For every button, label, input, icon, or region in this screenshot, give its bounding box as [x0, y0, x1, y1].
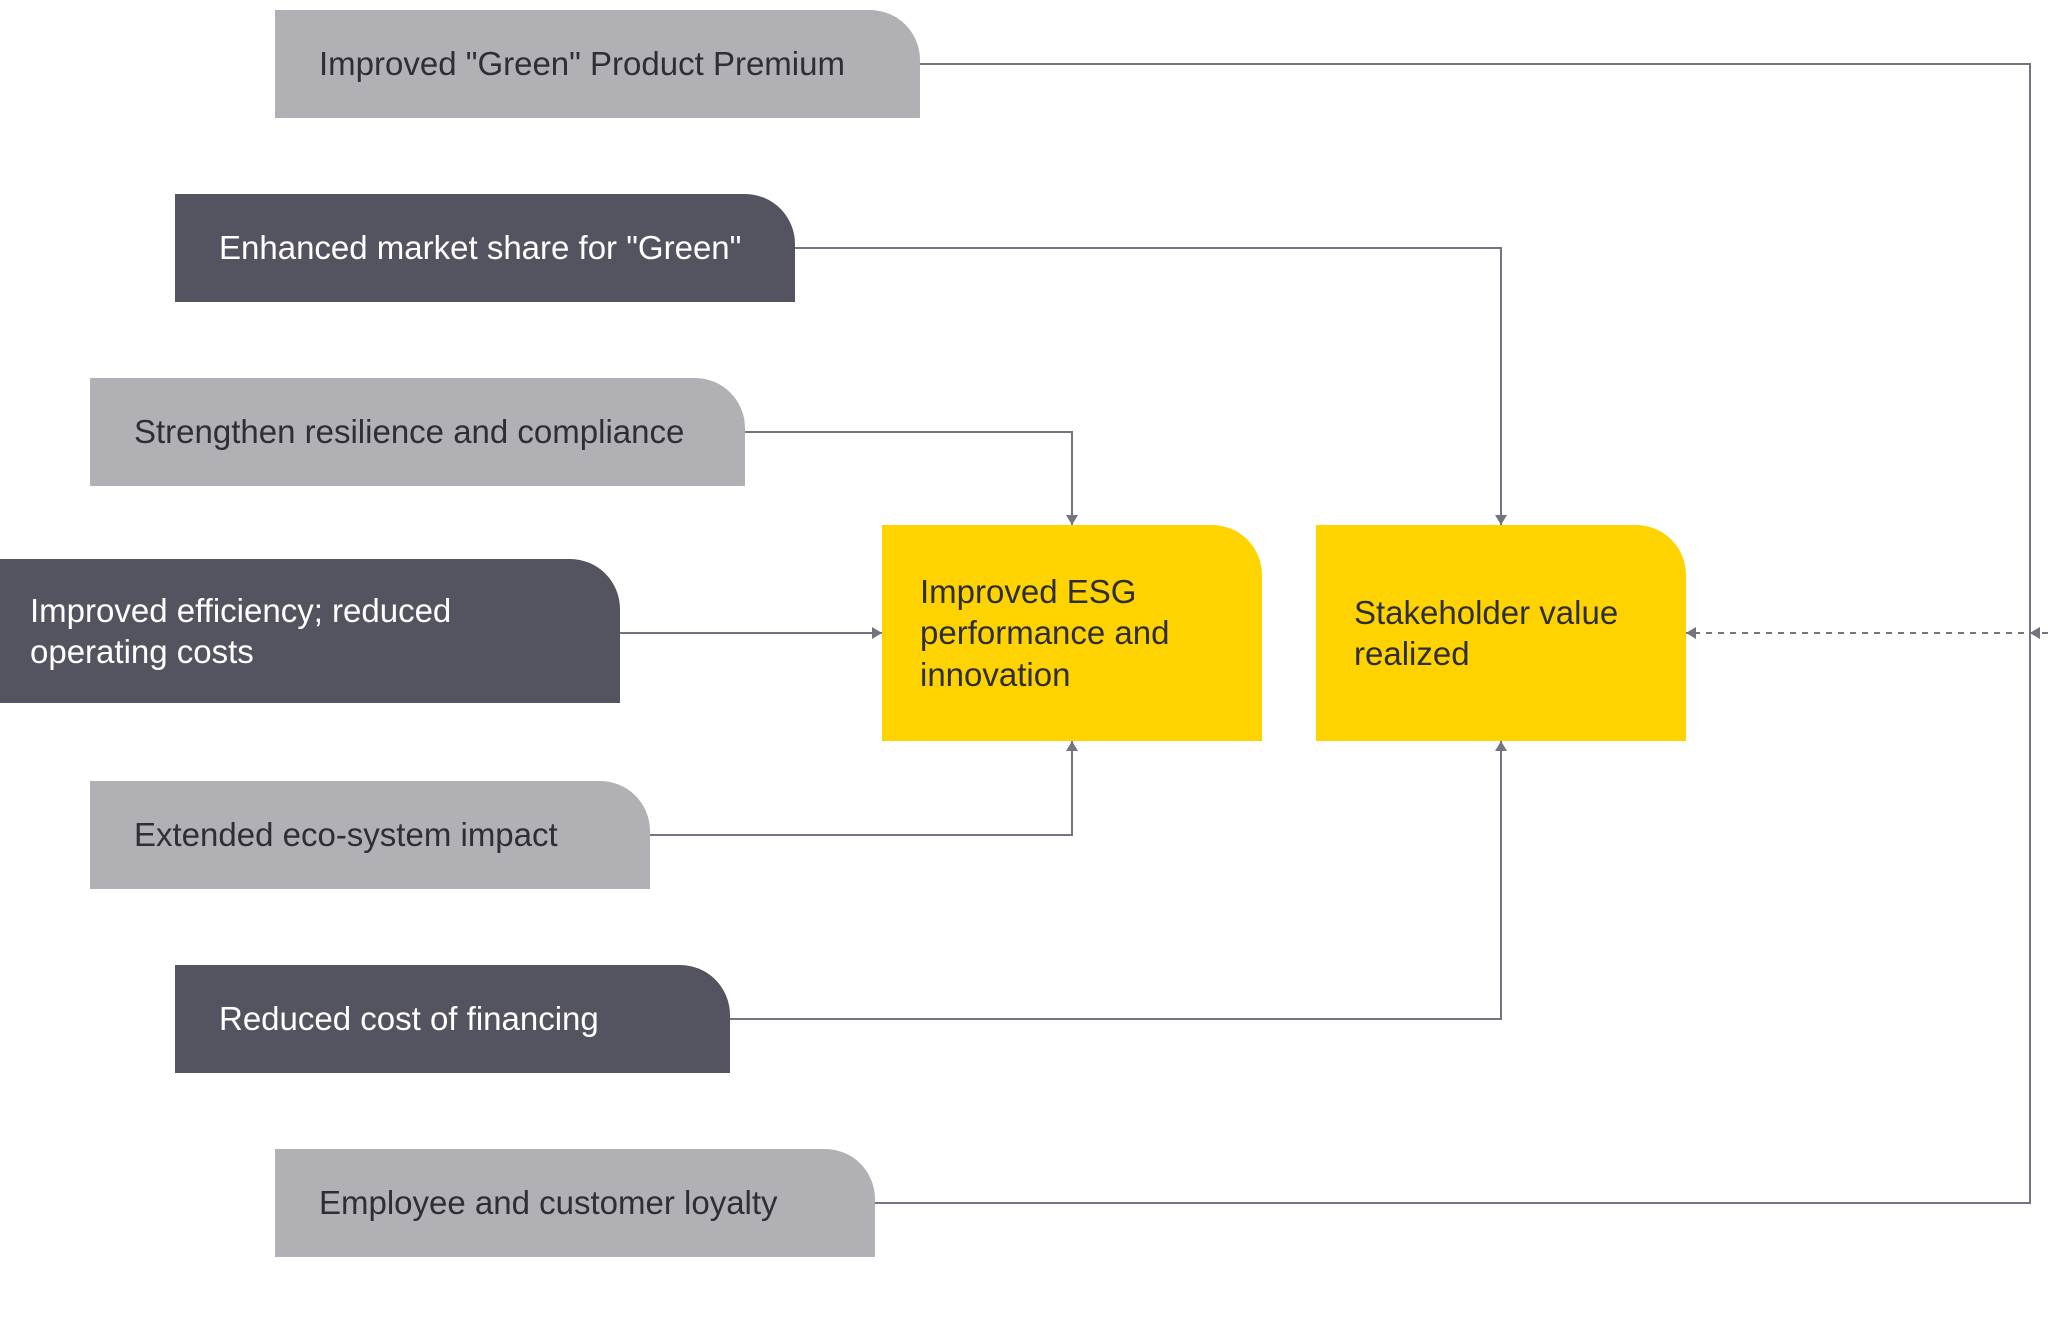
connector	[730, 741, 1501, 1019]
node-label: Stakeholder value realized	[1354, 592, 1656, 675]
node-label: Reduced cost of financing	[219, 998, 599, 1039]
node-label: Improved ESG performance and innovation	[920, 571, 1232, 695]
node-n4: Improved efficiency; reduced operating c…	[0, 559, 620, 703]
node-n6: Reduced cost of financing	[175, 965, 730, 1073]
flowchart-canvas: Improved "Green" Product Premium Enhanced…	[0, 0, 2048, 1329]
node-n5: Extended eco-system impact	[90, 781, 650, 889]
node-n7: Employee and customer loyalty	[275, 1149, 875, 1257]
node-esg: Improved ESG performance and innovation	[882, 525, 1262, 741]
node-stake: Stakeholder value realized	[1316, 525, 1686, 741]
connector	[745, 432, 1072, 525]
node-label: Improved efficiency; reduced operating c…	[30, 590, 590, 673]
node-label: Employee and customer loyalty	[319, 1182, 778, 1223]
node-n3: Strengthen resilience and compliance	[90, 378, 745, 486]
connector	[795, 248, 1501, 525]
node-label: Strengthen resilience and compliance	[134, 411, 684, 452]
node-label: Enhanced market share for "Green"	[219, 227, 741, 268]
node-n1: Improved "Green" Product Premium	[275, 10, 920, 118]
connector	[650, 741, 1072, 835]
node-label: Extended eco-system impact	[134, 814, 558, 855]
node-label: Improved "Green" Product Premium	[319, 43, 845, 84]
node-n2: Enhanced market share for "Green"	[175, 194, 795, 302]
